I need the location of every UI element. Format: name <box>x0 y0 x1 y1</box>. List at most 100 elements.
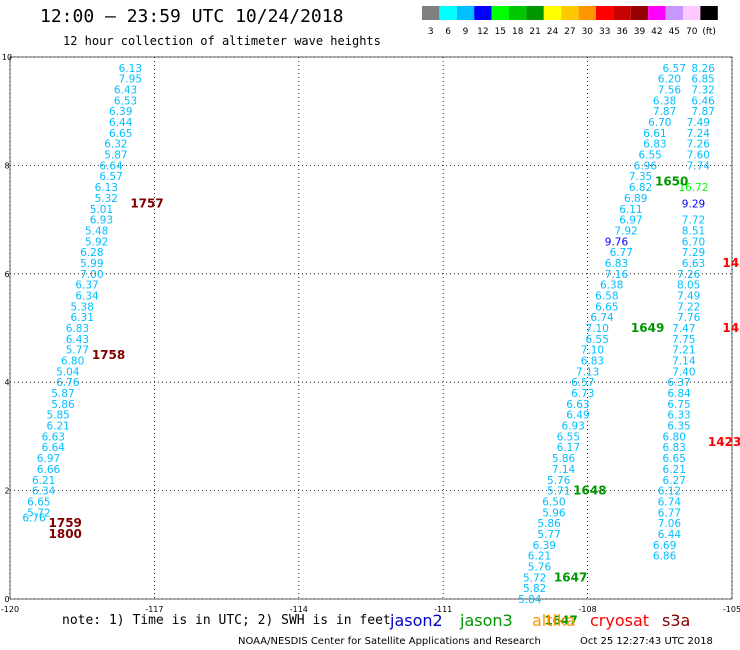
wave-height-value: 6.83 <box>643 139 666 151</box>
wave-height-value: 5.48 <box>85 225 108 237</box>
wave-height-value: 6.43 <box>66 334 89 346</box>
wave-height-value: 6.12 <box>658 486 681 498</box>
wave-height-value: 6.97 <box>37 453 60 465</box>
y-tick-label: 8 <box>4 161 9 170</box>
y-tick-label: 0 <box>4 595 9 604</box>
wave-height-value: 6.97 <box>619 215 642 227</box>
wave-height-value: 6.69 <box>653 540 676 552</box>
wave-height-value: 6.27 <box>663 475 686 487</box>
wave-height-value: 5.76 <box>547 475 571 487</box>
wave-height-value: 6.86 <box>653 551 677 563</box>
wave-height-value: 6.32 <box>104 139 127 151</box>
colorbar-label: (ft) <box>702 27 716 37</box>
x-tick-label: -120 <box>1 605 19 614</box>
wave-height-value: 5.87 <box>51 388 74 400</box>
wave-height-value: 6.20 <box>658 74 681 86</box>
wave-height-value: 6.21 <box>32 475 55 487</box>
wave-height-value: 6.83 <box>663 442 686 454</box>
wave-height-value: 6.93 <box>90 215 113 227</box>
time-label: 1647 <box>544 614 577 628</box>
chart-title: 12:00 — 23:59 UTC 10/24/2018 <box>40 6 344 27</box>
wave-height-value: 6.63 <box>682 258 705 270</box>
wave-height-value: 5.72 <box>27 507 50 519</box>
colorbar-swatch <box>543 6 562 20</box>
wave-height-value: 6.50 <box>542 496 565 508</box>
wave-height-value: 5.76 <box>528 561 552 573</box>
colorbar-swatch <box>526 6 544 20</box>
wave-height-value: 6.44 <box>109 117 133 129</box>
wave-height-value: 7.76 <box>677 312 701 324</box>
wave-height-value: 7.95 <box>119 74 142 86</box>
wave-height-value: 6.74 <box>658 496 682 508</box>
wave-height-value: 7.22 <box>677 301 700 313</box>
wave-height-value: 6.70 <box>682 236 705 248</box>
wave-height-value: 7.60 <box>687 150 710 162</box>
wave-height-value: 6.13 <box>95 182 118 194</box>
wave-height-value: 6.57 <box>571 377 594 389</box>
wave-height-value: 7.56 <box>658 85 682 97</box>
colorbar-label: 42 <box>651 27 662 37</box>
wave-height-value: 6.75 <box>667 399 690 411</box>
wave-height-value: 6.89 <box>624 193 647 205</box>
wave-height-value: 6.21 <box>528 551 551 563</box>
wave-height-value: 7.14 <box>552 464 576 476</box>
wave-height-value: 5.38 <box>71 301 94 313</box>
wave-height-value: 6.63 <box>566 399 589 411</box>
wave-height-value: 7.47 <box>672 323 695 335</box>
wave-height-value: 6.58 <box>595 290 618 302</box>
wave-height-value: 5.32 <box>95 193 118 205</box>
wave-height-value: 5.77 <box>66 345 89 357</box>
colorbar-label: 12 <box>477 27 488 37</box>
wave-height-value: 5.77 <box>537 529 560 541</box>
wave-height-value: 6.83 <box>605 258 628 270</box>
wave-height-value: 6.66 <box>37 464 61 476</box>
wave-height-value: 5.04 <box>56 366 80 378</box>
wave-height-value: 5.72 <box>523 572 546 584</box>
wave-height-value: 5.84 <box>518 594 542 606</box>
time-label: 1650 <box>655 175 688 189</box>
wave-height-value: 6.73 <box>571 388 594 400</box>
time-label: 1800 <box>49 527 82 541</box>
colorbar-label: 36 <box>616 27 628 37</box>
wave-height-value: 5.01 <box>90 204 113 216</box>
wave-height-value: 6.70 <box>648 117 671 129</box>
wave-height-value: 7.40 <box>672 366 695 378</box>
wave-height-value: 6.77 <box>610 247 633 259</box>
colorbar-label: 18 <box>512 27 524 37</box>
wave-height-value: 6.33 <box>667 410 690 422</box>
y-tick-label: 2 <box>4 487 9 496</box>
wave-height-value: 7.29 <box>682 247 705 259</box>
wave-height-value: 5.86 <box>552 453 576 465</box>
wave-height-value: 6.46 <box>691 95 715 107</box>
time-label: 142 <box>722 256 740 270</box>
wave-height-value: 6.35 <box>667 421 690 433</box>
wave-height-value: 7.26 <box>687 139 711 151</box>
color-legend: 3 6 9 12 15 18 21 24 27 30 33 36 39 42 45 70 (ft) <box>422 6 718 37</box>
time-label: 1648 <box>573 484 606 498</box>
wave-height-value: 6.61 <box>643 128 666 140</box>
colorbar-label: 3 <box>428 27 434 37</box>
wave-height-value: 6.34 <box>75 290 99 302</box>
wave-height-value: 5.87 <box>104 150 127 162</box>
wave-height-value: 6.39 <box>533 540 556 552</box>
wave-height-value: 7.10 <box>586 323 609 335</box>
wave-height-value: 7.14 <box>672 356 696 368</box>
colorbar-swatch <box>561 6 579 20</box>
wave-height-value: 6.21 <box>46 421 69 433</box>
time-label: 1757 <box>130 196 163 210</box>
wave-height-value: 6.38 <box>600 280 623 292</box>
wave-height-value: 6.38 <box>653 95 676 107</box>
wave-height-value: 6.53 <box>114 95 137 107</box>
colorbar-label: 6 <box>445 27 451 37</box>
wave-height-value: 6.76 <box>56 377 80 389</box>
wave-height-value: 7.24 <box>687 128 711 140</box>
wave-height-value: 7.49 <box>687 117 710 129</box>
wave-height-value: 6.82 <box>629 182 652 194</box>
x-tick-label: -117 <box>145 605 163 614</box>
wave-height-value: 6.34 <box>32 486 56 498</box>
wave-height-value: 6.65 <box>27 496 50 508</box>
wave-height-value: 5.92 <box>85 236 108 248</box>
chart-subtitle: 12 hour collection of altimeter wave hei… <box>63 34 381 48</box>
colorbar-label: 9 <box>463 27 469 37</box>
wave-height-value: 8.51 <box>682 225 705 237</box>
